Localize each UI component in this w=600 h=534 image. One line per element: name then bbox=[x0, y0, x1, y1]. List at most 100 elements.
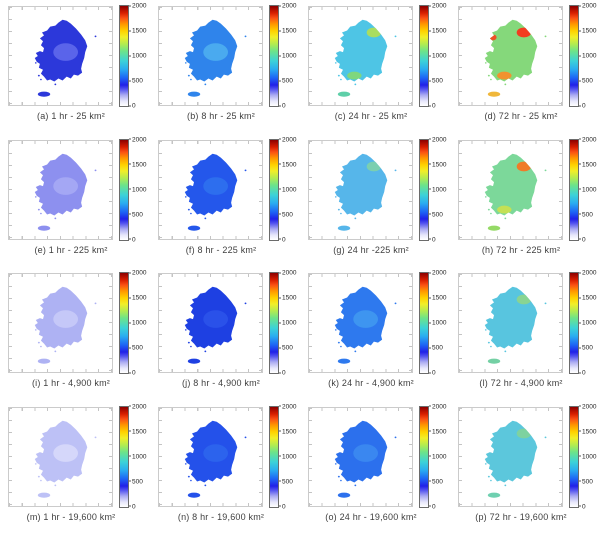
colorbar-tick-1500: 1500 bbox=[279, 161, 296, 168]
colorbar-gradient bbox=[419, 272, 429, 374]
panel-caption: (f) 8 hr - 225 km² bbox=[185, 244, 257, 255]
hotspot-northeast bbox=[516, 294, 532, 305]
colorbar-gradient bbox=[119, 5, 129, 107]
map-axes bbox=[458, 6, 563, 106]
colorbar-tick-labels: 2000 1500 1000 500 0 bbox=[429, 270, 449, 377]
panel-caption: (d) 72 hr - 25 km² bbox=[484, 111, 558, 121]
colorbar-gradient bbox=[119, 405, 129, 508]
colorbar-tick-1500: 1500 bbox=[279, 28, 296, 35]
map-axes bbox=[158, 6, 263, 106]
colorbar-tick-0: 0 bbox=[279, 103, 286, 110]
colorbar-tick-1500: 1500 bbox=[129, 161, 146, 168]
colorbar-gradient bbox=[569, 272, 579, 374]
hotspot-south bbox=[347, 71, 362, 80]
hotspot-northeast bbox=[516, 161, 532, 171]
panel-caption: (p) 72 hr - 19,600 km² bbox=[475, 511, 567, 522]
colorbar-tick-0: 0 bbox=[429, 370, 436, 377]
panel-caption: (b) 8 hr - 25 km² bbox=[187, 111, 255, 121]
korea-choropleth-map bbox=[459, 7, 562, 97]
colorbar-tick-labels: 2000 1500 1000 500 0 bbox=[429, 136, 449, 243]
colorbar-tick-0: 0 bbox=[279, 503, 286, 510]
colorbar-tick-1500: 1500 bbox=[279, 295, 296, 302]
map-panel: 2000 1500 1000 500 0 (p) 72 hr - 19,600 … bbox=[450, 401, 600, 534]
hotspot-northeast bbox=[516, 27, 532, 38]
colorbar-tick-2000: 2000 bbox=[579, 136, 596, 143]
colorbar-tick-1000: 1000 bbox=[129, 320, 146, 327]
korea-choropleth-map bbox=[459, 141, 562, 231]
colorbar-tick-1000: 1000 bbox=[129, 53, 146, 60]
map-panel: 2000 1500 1000 500 0 (e) 1 hr - 225 km² bbox=[0, 134, 150, 268]
map-panel: 2000 1500 1000 500 0 (n) 8 hr - 19,600 k… bbox=[150, 401, 300, 534]
korea-choropleth-map bbox=[309, 7, 412, 97]
colorbar-tick-2000: 2000 bbox=[579, 270, 596, 277]
map-panel: 2000 1500 1000 500 0 (i) 1 hr - 4,900 km… bbox=[0, 267, 150, 401]
korea-choropleth-map bbox=[9, 274, 112, 364]
korea-choropleth-map bbox=[9, 408, 112, 498]
colorbar-tick-2000: 2000 bbox=[429, 403, 446, 410]
colorbar-tick-2000: 2000 bbox=[129, 270, 146, 277]
colorbar-tick-500: 500 bbox=[129, 78, 143, 85]
colorbar-tick-1500: 1500 bbox=[579, 161, 596, 168]
hotspot-south bbox=[497, 205, 512, 214]
colorbar-tick-labels: 2000 1500 1000 500 0 bbox=[579, 136, 599, 243]
map-axes bbox=[458, 139, 563, 240]
colorbar-tick-1000: 1000 bbox=[429, 320, 446, 327]
colorbar-gradient bbox=[119, 138, 129, 241]
map-axes bbox=[8, 6, 113, 106]
korea-choropleth-map bbox=[309, 408, 412, 498]
interior-shade-patch bbox=[353, 443, 379, 462]
colorbar-tick-2000: 2000 bbox=[579, 403, 596, 410]
interior-shade-patch bbox=[53, 443, 79, 462]
panel-caption: (h) 72 hr - 225 km² bbox=[481, 244, 561, 255]
colorbar-tick-500: 500 bbox=[279, 478, 293, 485]
interior-shade-patch bbox=[203, 176, 229, 195]
interior-shade-patch bbox=[353, 310, 379, 328]
panel-caption: (l) 72 hr - 4,900 km² bbox=[479, 378, 563, 388]
colorbar-tick-labels: 2000 1500 1000 500 0 bbox=[129, 3, 149, 110]
panel-caption: (k) 24 hr - 4,900 km² bbox=[328, 378, 414, 388]
colorbar-gradient bbox=[419, 138, 429, 241]
map-axes bbox=[458, 406, 563, 507]
hotspot-northeast bbox=[366, 27, 382, 38]
colorbar-tick-500: 500 bbox=[279, 78, 293, 85]
hotspot-south bbox=[497, 71, 512, 80]
korea-choropleth-map bbox=[159, 408, 262, 498]
interior-shade-patch bbox=[203, 43, 229, 61]
colorbar-tick-500: 500 bbox=[279, 345, 293, 352]
colorbar-tick-500: 500 bbox=[579, 211, 593, 218]
colorbar-tick-1000: 1000 bbox=[279, 453, 296, 460]
colorbar-tick-2000: 2000 bbox=[129, 403, 146, 410]
jeju-island bbox=[187, 358, 201, 364]
panel-caption: (g) 24 hr -225 km² bbox=[333, 244, 409, 255]
map-panel: 2000 1500 1000 500 0 (b) 8 hr - 25 km² bbox=[150, 0, 300, 134]
colorbar-tick-1500: 1500 bbox=[129, 428, 146, 435]
jeju-island bbox=[187, 91, 201, 97]
jeju-island bbox=[487, 358, 501, 364]
interior-shade-patch bbox=[203, 443, 229, 462]
map-axes bbox=[308, 273, 413, 373]
colorbar-tick-1000: 1000 bbox=[579, 453, 596, 460]
panel-caption: (e) 1 hr - 225 km² bbox=[34, 244, 108, 255]
korea-choropleth-map bbox=[159, 274, 262, 364]
colorbar-gradient bbox=[269, 405, 279, 508]
colorbar-tick-labels: 2000 1500 1000 500 0 bbox=[579, 270, 599, 377]
interior-shade-patch bbox=[53, 43, 79, 61]
map-panel: 2000 1500 1000 500 0 (k) 24 hr - 4,900 k… bbox=[300, 267, 450, 401]
korea-landmass bbox=[335, 20, 397, 86]
colorbar-tick-2000: 2000 bbox=[429, 136, 446, 143]
colorbar-tick-1000: 1000 bbox=[429, 53, 446, 60]
map-axes bbox=[158, 273, 263, 373]
colorbar-gradient bbox=[119, 272, 129, 374]
colorbar-tick-labels: 2000 1500 1000 500 0 bbox=[579, 403, 599, 510]
colorbar-tick-1000: 1000 bbox=[279, 320, 296, 327]
colorbar-tick-labels: 2000 1500 1000 500 0 bbox=[429, 403, 449, 510]
colorbar-tick-1500: 1500 bbox=[279, 428, 296, 435]
colorbar-tick-labels: 2000 1500 1000 500 0 bbox=[129, 270, 149, 377]
colorbar-tick-500: 500 bbox=[579, 478, 593, 485]
colorbar-tick-2000: 2000 bbox=[129, 3, 146, 10]
korea-choropleth-map bbox=[459, 408, 562, 498]
colorbar-tick-labels: 2000 1500 1000 500 0 bbox=[279, 270, 299, 377]
colorbar-gradient bbox=[569, 138, 579, 241]
colorbar-gradient bbox=[569, 405, 579, 508]
